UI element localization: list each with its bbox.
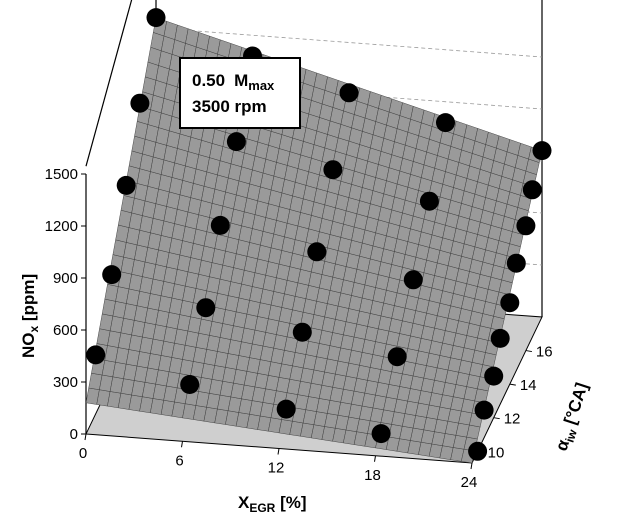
annotation-load: 0.50 Mmax [192, 71, 275, 93]
data-point [339, 83, 359, 103]
y-tick-label: 16 [536, 344, 553, 361]
data-point [180, 375, 200, 394]
x-axis-label: XEGR [%] [238, 493, 307, 515]
x-tick-mark [374, 455, 376, 462]
back-wall-gridline [155, 27, 543, 58]
y-tick-label: 14 [520, 377, 537, 394]
data-point [371, 424, 391, 444]
data-point [102, 265, 122, 285]
surface-cell [474, 388, 489, 404]
z-tick-label: 300 [53, 374, 78, 391]
y-tick-mark [493, 417, 500, 420]
data-point [522, 180, 542, 200]
annotation-frame [179, 57, 301, 129]
y-tick-mark [509, 383, 516, 386]
data-point [146, 8, 166, 28]
data-point [292, 322, 312, 342]
y-axis-label: αiw [°CA] [552, 380, 595, 454]
x-tick-label: 0 [79, 445, 87, 462]
x-tick-mark [84, 433, 87, 441]
z-axis-ticks: 0 300 600 900 1200 1500 [45, 166, 86, 443]
x-tick-label: 18 [364, 467, 381, 484]
data-point [532, 141, 552, 161]
y-tick-mark [525, 350, 532, 353]
data-point [484, 366, 504, 386]
data-point [474, 400, 494, 420]
z-tick-label: 900 [53, 270, 78, 287]
data-point [419, 191, 439, 211]
annotation-speed: 3500 rpm [192, 97, 267, 116]
data-point [116, 175, 136, 195]
data-point [468, 441, 488, 461]
data-point [500, 293, 520, 313]
response-surface [85, 17, 543, 464]
data-point [436, 113, 455, 133]
x-tick-mark [470, 462, 473, 470]
z-tick-label: 1200 [45, 218, 78, 235]
data-point [516, 216, 536, 236]
x-tick-mark [181, 441, 183, 448]
data-point [226, 132, 246, 152]
z-tick-label: 1500 [45, 166, 78, 183]
z-axis-label: NOx [ppm] [19, 274, 41, 358]
data-point [387, 347, 407, 367]
data-point [210, 215, 230, 235]
z-tick-label: 600 [53, 322, 78, 339]
z-tick-label: 0 [70, 426, 78, 443]
y-tick-label: 10 [488, 444, 505, 461]
data-point [506, 253, 526, 273]
condition-annotation: 0.50 Mmax 3500 rpm [179, 57, 301, 129]
data-point [196, 298, 216, 318]
surface-cell [466, 424, 481, 440]
x-tick-label: 6 [175, 452, 183, 469]
data-point [86, 345, 106, 365]
data-point [276, 399, 296, 419]
data-point [323, 160, 343, 180]
y-tick-label: 12 [504, 411, 521, 428]
y-tick-mark [477, 450, 484, 453]
box-edge [85, 0, 133, 167]
data-point [130, 93, 150, 113]
y-axis-ticks: 10 12 14 16 [477, 344, 553, 461]
x-tick-label: 24 [461, 474, 478, 491]
x-axis-ticks: 0 6 12 18 24 [79, 433, 478, 491]
data-points [86, 8, 552, 461]
x-tick-mark [277, 448, 280, 455]
x-tick-label: 12 [268, 460, 285, 477]
data-point [490, 328, 510, 348]
data-point [403, 270, 423, 290]
data-point [307, 242, 327, 262]
